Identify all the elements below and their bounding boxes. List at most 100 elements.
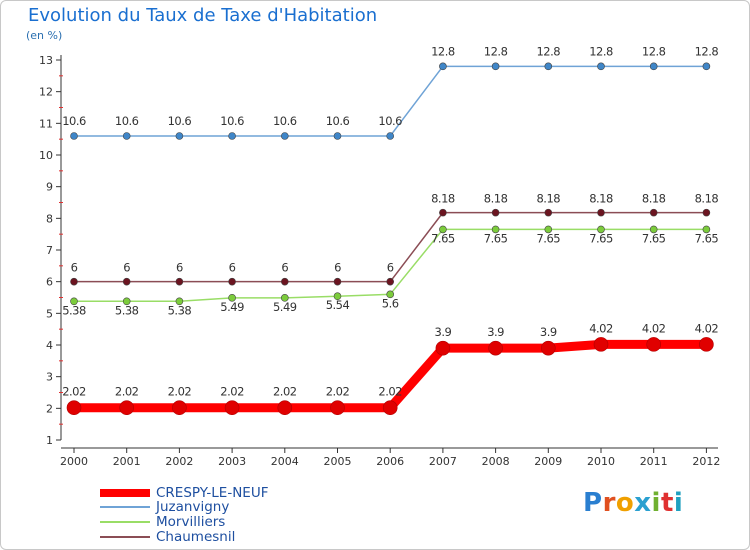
- data-point: [333, 292, 342, 301]
- logo-letter: P: [583, 488, 603, 518]
- data-point: [70, 297, 78, 306]
- data-label: 3.9: [540, 325, 557, 339]
- y-axis-unit-label: (en %): [26, 29, 63, 42]
- data-label: 7.65: [536, 231, 560, 245]
- data-label: 2.02: [220, 385, 244, 399]
- data-point: [544, 208, 553, 217]
- legend-item-morvilliers: Morvilliers: [100, 514, 360, 530]
- data-label: 5.49: [220, 300, 244, 314]
- logo-letter: i: [673, 488, 684, 518]
- data-label: 2.02: [326, 385, 350, 399]
- data-label: 2.02: [168, 385, 192, 399]
- x-tick-label: 2000: [60, 455, 88, 468]
- data-point: [649, 225, 658, 234]
- chart-title: Evolution du Taux de Taxe d'Habitation: [28, 5, 378, 26]
- data-point: [119, 400, 134, 416]
- data-label: 10.6: [62, 114, 86, 128]
- data-label: 6: [123, 261, 130, 275]
- data-point: [544, 62, 553, 71]
- legend-swatch-juzanvigny: [100, 506, 150, 508]
- legend-swatch-crespy: [100, 489, 150, 497]
- data-point: [702, 62, 711, 71]
- data-label: 12.8: [484, 44, 508, 58]
- data-label: 7.65: [589, 231, 613, 245]
- data-label: 4.02: [642, 321, 666, 335]
- data-point: [172, 400, 187, 416]
- data-label: 10.6: [326, 114, 350, 128]
- data-label: 5.38: [62, 303, 86, 317]
- data-label: 6: [71, 261, 78, 275]
- data-label: 6: [334, 261, 341, 275]
- legend-item-chaumesnil: Chaumesnil: [100, 529, 360, 545]
- data-point: [544, 225, 553, 234]
- data-label: 5.6: [382, 296, 399, 310]
- data-label: 8.18: [589, 192, 613, 206]
- data-label: 3.9: [487, 325, 504, 339]
- legend-item-crespy: CRESPY-LE-NEUF: [100, 485, 360, 501]
- data-point: [333, 277, 342, 286]
- x-tick-label: 2010: [587, 455, 615, 468]
- data-point: [699, 337, 714, 352]
- data-point: [333, 132, 342, 140]
- data-point: [224, 400, 240, 416]
- data-label: 12.8: [431, 44, 455, 58]
- legend-label-morvilliers: Morvilliers: [156, 514, 226, 530]
- data-label: 8.18: [431, 192, 455, 206]
- x-tick-label: 2003: [218, 455, 246, 468]
- legend-label-juzanvigny: Juzanvigny: [156, 499, 230, 515]
- y-tick-label: 2: [46, 402, 53, 415]
- data-label: 6: [176, 261, 183, 275]
- data-label: 12.8: [642, 44, 666, 58]
- legend-swatch-chaumesnil: [100, 536, 150, 538]
- data-label: 10.6: [273, 114, 297, 128]
- x-tick-label: 2012: [692, 455, 720, 468]
- data-label: 2.02: [378, 385, 402, 399]
- data-point: [540, 340, 556, 356]
- y-tick-label: 10: [39, 149, 53, 162]
- data-label: 4.02: [695, 321, 719, 335]
- data-label: 2.02: [273, 385, 297, 399]
- y-tick-label: 11: [39, 117, 53, 130]
- data-label: 10.6: [168, 114, 192, 128]
- data-labels: 10.6 10.6 10.6 10.6 10.6 10.6 10.6 12.8 12.8 12.8…: [62, 44, 719, 399]
- data-label: 2.02: [62, 385, 86, 399]
- data-label: 7.65: [484, 231, 508, 245]
- y-tick-label: 9: [46, 181, 53, 194]
- data-label: 10.6: [115, 114, 139, 128]
- data-point: [330, 400, 345, 416]
- x-tick-label: 2001: [113, 455, 141, 468]
- data-label: 5.49: [273, 300, 297, 314]
- data-label: 3.9: [435, 325, 452, 339]
- data-point: [280, 294, 289, 302]
- data-point: [122, 132, 131, 140]
- legend-swatch-morvilliers: [100, 521, 150, 523]
- data-label: 12.8: [589, 44, 613, 58]
- data-label: 8.18: [536, 192, 560, 206]
- series-points: [66, 62, 714, 416]
- data-label: 2.02: [115, 385, 139, 399]
- y-tick-label: 13: [39, 54, 53, 67]
- data-label: 10.6: [378, 114, 402, 128]
- data-label: 6: [387, 261, 394, 275]
- data-label: 10.6: [220, 114, 244, 128]
- legend-label-crespy: CRESPY-LE-NEUF: [156, 485, 269, 501]
- logo-letter: x: [634, 488, 652, 518]
- data-point: [70, 277, 78, 286]
- data-label: 5.54: [326, 298, 350, 312]
- proxiti-logo: Proxiti: [583, 488, 683, 518]
- data-label: 7.65: [431, 231, 455, 245]
- data-point: [597, 208, 605, 217]
- legend-label-chaumesnil: Chaumesnil: [156, 529, 236, 545]
- y-tick-label: 3: [46, 371, 53, 384]
- data-label: 5.38: [115, 303, 139, 317]
- data-point: [646, 337, 662, 352]
- data-point: [649, 62, 658, 71]
- data-point: [175, 277, 184, 286]
- data-point: [228, 294, 236, 302]
- data-point: [386, 132, 395, 140]
- data-point: [491, 208, 500, 217]
- logo-letter: t: [660, 488, 674, 518]
- x-tick-label: 2002: [165, 455, 193, 468]
